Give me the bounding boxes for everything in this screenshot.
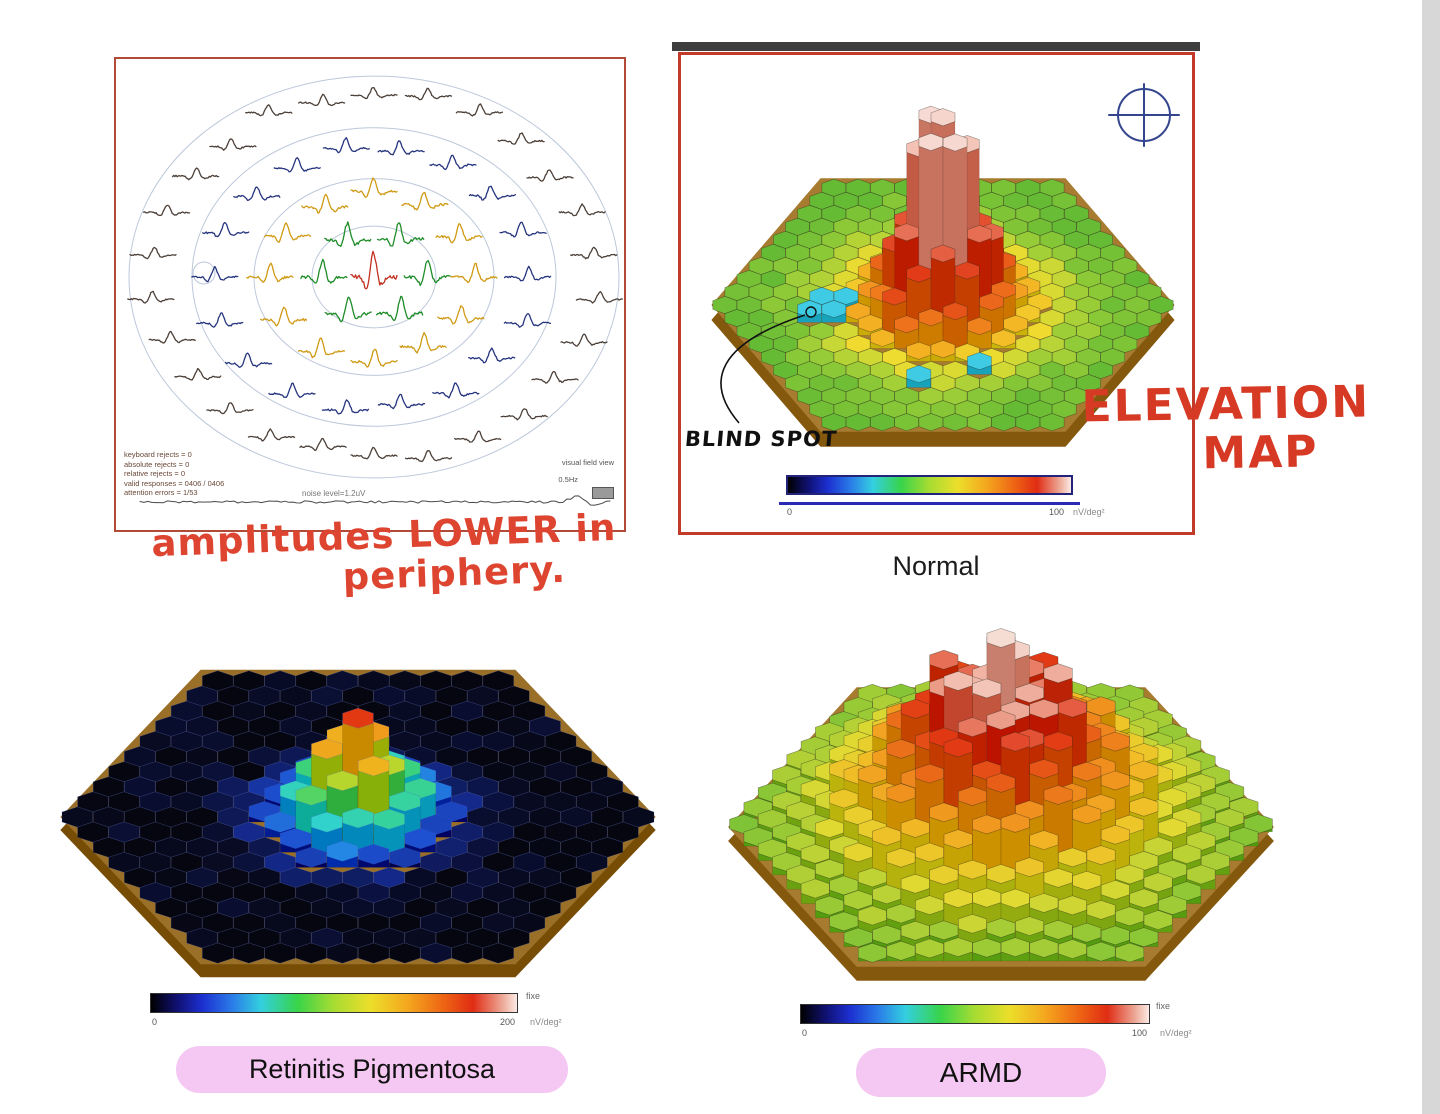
caption-normal: Normal [892,551,980,581]
normal-map-panel: BLIND SPOT 0 100 nV/deg² [678,52,1195,535]
view-mode-label: visual field view [561,458,614,467]
note-elevation-line1: ELEVATION [1081,376,1371,433]
note-elevation-line2: MAP [1201,426,1319,480]
page-edge-strip [1422,0,1440,1114]
stat-line: attention errors = 1/53 [124,488,198,497]
armd-colorbar-fix-label: fixe [1156,1001,1171,1011]
armd-colorbar [800,1004,1150,1024]
caption-armd-text: ARMD [939,1056,1023,1088]
rp-elevation-map [60,669,656,978]
rp-map-panel [58,622,658,994]
stat-line: keyboard rejects = 0 [124,450,192,459]
note-elevation-map: ELEVATION MAP [1081,376,1371,481]
caption-highlight-rp: Retinitis Pigmentosa [176,1046,568,1093]
stat-line: absolute rejects = 0 [124,459,190,469]
rp-colorbar [150,993,518,1013]
scale-label: 0.5Hz [558,475,578,484]
armd-colorbar-max: 100 [1132,1028,1148,1038]
rp-colorbar-min: 0 [152,1017,158,1027]
colorbar-min: 0 [787,507,793,517]
noise-level-label: noise level=1.2uV [302,489,366,498]
window-top-bar [672,42,1200,51]
mferg-trace-array-plot [127,75,624,506]
caption-rp-text: Retinitis Pigmentosa [248,1054,496,1084]
blind-spot-label: BLIND SPOT [683,427,839,451]
armd-colorbar-unit: nV/deg² [1160,1028,1192,1038]
armd-map-panel [718,612,1284,1002]
colorbar-max: 100 [1049,507,1065,517]
note-amplitudes: amplitudes LOWER in periphery. [151,506,619,604]
note-amplitudes-line2: periphery. [341,547,567,599]
normal-colorbar-axis [779,502,1080,505]
stat-line: valid responses = 0406 / 0406 [124,478,225,488]
stat-line: relative rejects = 0 [124,469,186,478]
trace-array-panel: keyboard rejects = 0 absolute rejects = … [114,57,626,532]
armd-elevation-map [728,628,1274,981]
rp-colorbar-fix-label: fixe [526,991,541,1001]
normal-elevation-map [711,83,1180,447]
rp-colorbar-max: 200 [500,1017,516,1027]
caption-highlight-armd: ARMD [856,1048,1106,1097]
colorbar-unit: nV/deg² [1073,507,1105,517]
scale-legend-box [592,487,614,499]
rp-colorbar-unit: nV/deg² [530,1017,562,1027]
armd-colorbar-min: 0 [802,1028,808,1038]
normal-colorbar [786,475,1073,495]
recording-stats: keyboard rejects = 0 absolute rejects = … [124,450,224,498]
